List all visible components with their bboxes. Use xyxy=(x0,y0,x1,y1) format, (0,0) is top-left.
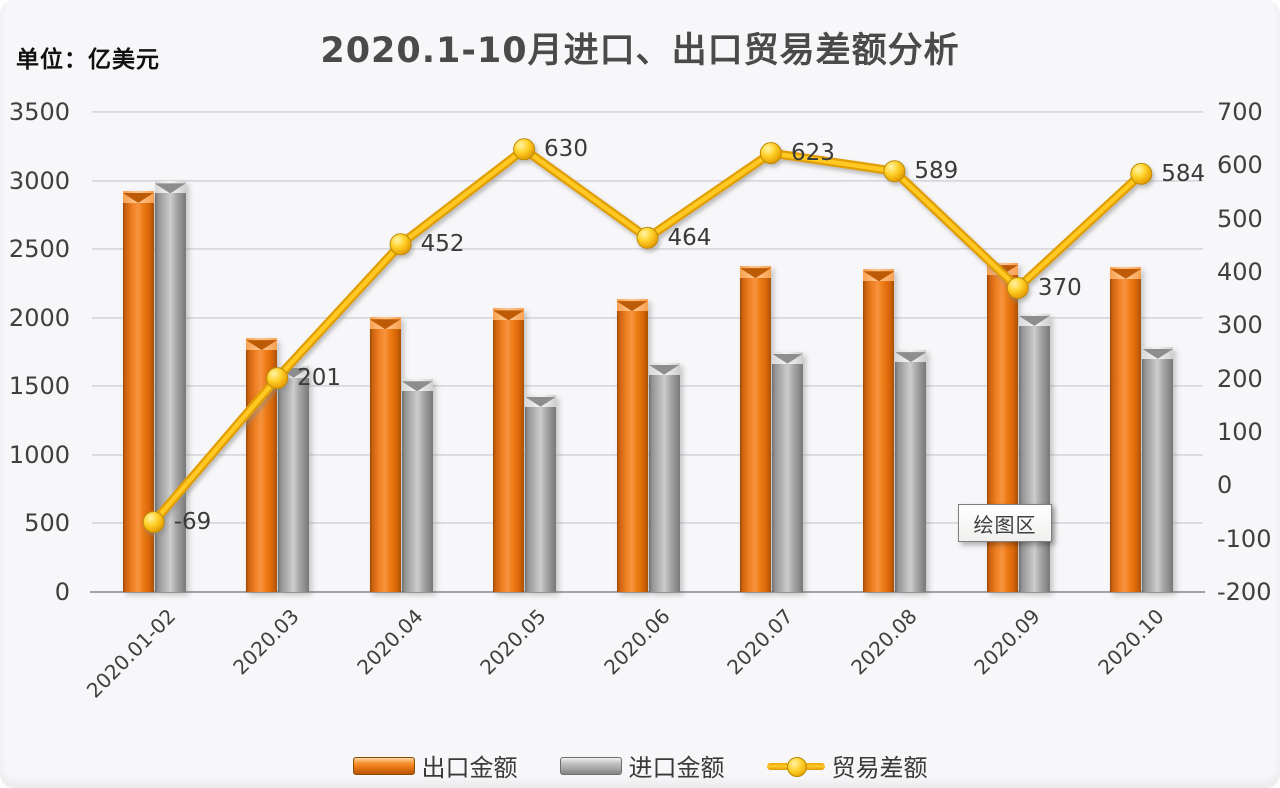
bar-top-face xyxy=(616,299,648,312)
x-axis-category-label: 2020.06 xyxy=(599,604,675,680)
right-axis-tick-label: -200 xyxy=(1217,578,1272,606)
line-marker[interactable] xyxy=(389,233,412,256)
bar-export[interactable] xyxy=(246,338,278,592)
bar-top-face xyxy=(493,308,525,321)
legend-label-export: 出口金额 xyxy=(421,754,518,782)
x-axis-category-label: 2020.07 xyxy=(722,604,798,680)
left-axis-tick-label: 0 xyxy=(54,578,70,606)
legend-swatch-export xyxy=(352,756,415,775)
bar-top-face xyxy=(739,266,771,279)
right-axis-tick-label: 100 xyxy=(1217,418,1263,446)
bar-top-face xyxy=(895,350,927,363)
bar-import[interactable] xyxy=(525,394,557,592)
legend-item-export[interactable]: 出口金额 xyxy=(352,748,518,783)
bar-export[interactable] xyxy=(122,190,154,592)
bar-top-face xyxy=(863,269,895,282)
left-axis-tick-label: 500 xyxy=(24,509,70,538)
x-axis-category-label: 2020.09 xyxy=(969,604,1045,680)
bar-import[interactable] xyxy=(895,350,927,592)
bar-top-face xyxy=(122,190,154,203)
right-axis-tick-label: 500 xyxy=(1217,204,1263,233)
bar-import[interactable] xyxy=(1142,346,1174,592)
right-axis-tick-label: 300 xyxy=(1217,311,1263,340)
left-axis-tick-label: 2500 xyxy=(8,235,70,264)
right-axis-tick-label: 200 xyxy=(1217,364,1263,393)
bar-export[interactable] xyxy=(616,299,648,592)
bar-top-face xyxy=(246,338,278,351)
x-axis-category-label: 2020.08 xyxy=(845,604,922,680)
left-axis-tick-label: 1000 xyxy=(8,440,70,469)
legend-label-balance: 贸易差额 xyxy=(831,754,928,782)
bar-import[interactable] xyxy=(401,379,433,592)
chart-title: 2020.1-10月进口、出口贸易差额分析 xyxy=(320,31,960,71)
bar-export[interactable] xyxy=(739,266,771,592)
bar-export[interactable] xyxy=(369,317,401,592)
bar-top-face xyxy=(369,317,401,330)
right-axis-tick-label: 600 xyxy=(1217,151,1263,180)
point-label: -69 xyxy=(173,509,212,536)
bar-import[interactable] xyxy=(648,362,680,592)
right-axis-tick-label: 700 xyxy=(1217,98,1263,126)
right-axis-tick-label: -100 xyxy=(1217,524,1272,553)
point-label: 630 xyxy=(544,136,588,163)
bar-top-face xyxy=(401,379,433,392)
point-label: 623 xyxy=(790,140,835,167)
x-axis-category-label: 2020.10 xyxy=(1092,604,1169,680)
bar-top-face xyxy=(154,181,186,194)
bar-top-face xyxy=(986,263,1018,276)
left-axis-tick-label: 3000 xyxy=(8,166,70,195)
x-axis-category-label: 2020.04 xyxy=(352,604,428,680)
x-axis-category-label: 2020.05 xyxy=(475,604,552,680)
line-marker[interactable] xyxy=(513,138,536,161)
bar-top-face xyxy=(771,351,803,364)
bar-top-face xyxy=(525,394,557,407)
left-axis-tick-label: 1500 xyxy=(8,372,70,401)
right-axis-tick-label: 400 xyxy=(1217,258,1263,286)
bar-export[interactable] xyxy=(986,263,1018,592)
line-marker[interactable] xyxy=(636,226,659,249)
gridline xyxy=(92,248,1203,251)
gridline xyxy=(92,179,1203,182)
legend-swatch-import xyxy=(559,756,622,775)
bar-import[interactable] xyxy=(278,365,310,592)
x-axis-category-label: 2020.01-02 xyxy=(82,604,181,703)
line-marker[interactable] xyxy=(759,142,782,165)
point-label: 452 xyxy=(420,231,465,258)
point-label: 589 xyxy=(914,158,959,185)
gridline xyxy=(92,111,1203,113)
legend-item-balance[interactable]: 贸易差额 xyxy=(766,748,928,783)
legend: 出口金额 进口金额 贸易差额 xyxy=(0,748,1280,783)
bar-top-face xyxy=(1110,266,1142,279)
left-axis-tick-label: 2000 xyxy=(8,303,70,332)
bar-top-face xyxy=(1018,313,1050,326)
line-marker[interactable] xyxy=(883,160,906,183)
legend-label-import: 进口金额 xyxy=(628,754,725,782)
plot-area-tooltip-text: 绘图区 xyxy=(973,512,1037,537)
plot-area-tooltip: 绘图区 xyxy=(958,504,1052,542)
legend-swatch-balance xyxy=(766,756,825,777)
x-axis-category-label: 2020.03 xyxy=(228,604,305,680)
unit-label: 单位：亿美元 xyxy=(16,47,160,73)
left-axis-tick-label: 3500 xyxy=(8,98,70,126)
bar-export[interactable] xyxy=(1110,266,1142,592)
bar-import[interactable] xyxy=(771,351,803,592)
point-label: 201 xyxy=(297,365,342,392)
point-label: 464 xyxy=(667,224,712,251)
legend-line-marker xyxy=(786,756,807,777)
point-label: 584 xyxy=(1161,160,1206,187)
right-axis-tick-label: 0 xyxy=(1217,471,1233,500)
point-label: 370 xyxy=(1037,275,1082,301)
legend-item-import[interactable]: 进口金额 xyxy=(559,748,725,783)
x-axis-line xyxy=(90,591,1205,593)
bar-export[interactable] xyxy=(863,269,895,592)
bar-top-face xyxy=(648,362,680,375)
bar-top-face xyxy=(1142,346,1174,359)
bar-export[interactable] xyxy=(493,308,525,592)
bar-import[interactable] xyxy=(1018,313,1050,592)
